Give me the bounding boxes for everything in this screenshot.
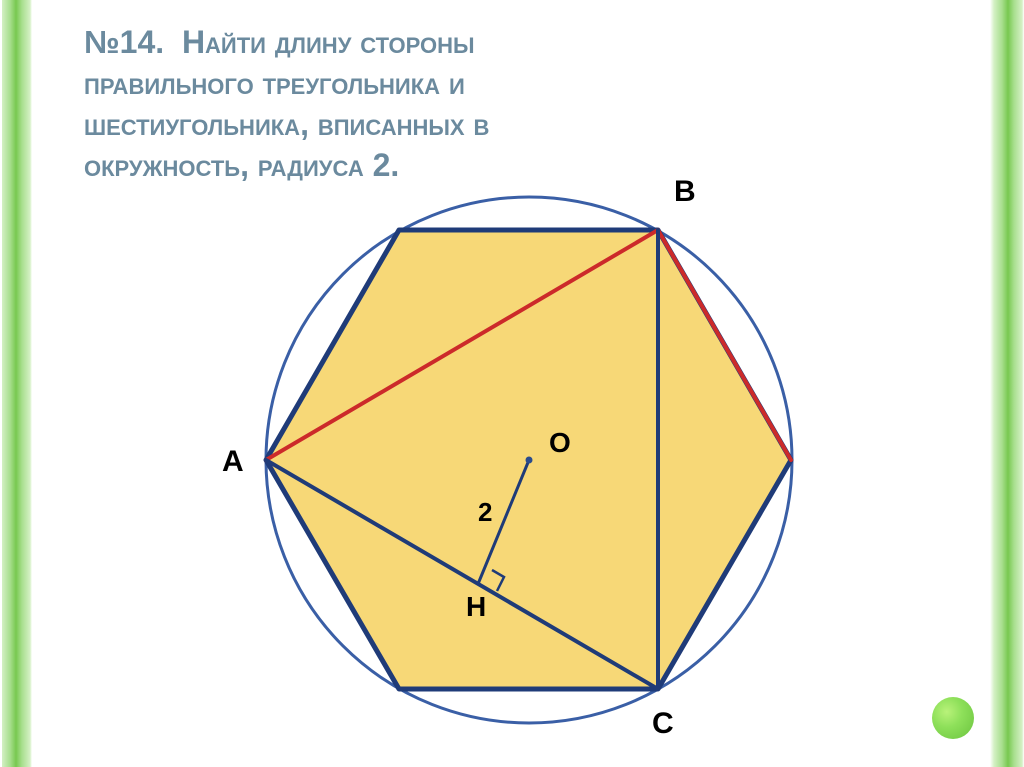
label-b: B	[674, 175, 696, 209]
slide-content: №14. Найти длину стороны правильного тре…	[34, 0, 990, 767]
diagram-svg	[244, 175, 814, 745]
label-two: 2	[478, 497, 492, 528]
diagram: A B C O H 2	[244, 175, 814, 745]
problem-number: №14.	[84, 24, 164, 60]
problem-title: №14. Найти длину стороны правильного тре…	[84, 22, 950, 186]
right-stripe	[990, 0, 1024, 767]
corner-dot-icon	[932, 697, 974, 739]
label-a: A	[222, 445, 244, 479]
title-line-2: правильного треугольника и	[84, 65, 465, 101]
title-line-1: Найти длину стороны	[182, 24, 475, 60]
left-stripe	[0, 0, 34, 767]
title-line-3: шестиугольника, вписанных в	[84, 106, 489, 142]
label-h: H	[466, 591, 486, 623]
label-c: C	[652, 707, 674, 741]
label-o: O	[549, 427, 571, 459]
center-dot	[526, 457, 533, 464]
